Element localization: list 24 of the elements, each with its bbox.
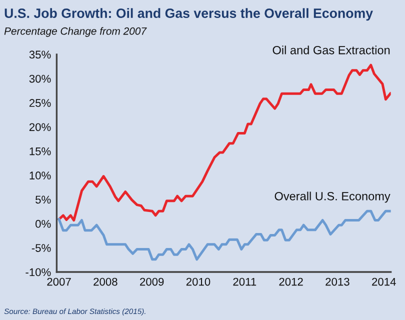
x-tick-label: 2007 [47,278,71,286]
y-tick-label: 20% [29,123,51,132]
y-tick-label: 10% [30,172,51,180]
chart-title: U.S. Job Growth: Oil and Gas versus the Overall Economy [4,8,373,21]
y-tick-label: 15% [30,147,51,156]
series-label: Overall U.S. Economy [274,192,390,203]
y-tick-label: 5% [36,196,51,204]
y-tick-label: -5% [32,244,51,252]
x-tick-label: 2008 [94,278,118,286]
line-series [58,210,391,261]
series-label: Oil and Gas Extraction [272,46,390,54]
x-tick-label: 2009 [140,278,164,286]
x-tick-label: 2010 [186,278,210,286]
x-tick-label: 2014 [372,278,396,286]
x-tick-label: 2013 [326,278,350,286]
line-series [58,64,391,222]
y-tick-label: 30% [29,74,51,83]
y-tick-label: 35% [29,50,51,59]
x-tick-label: 2011 [233,278,256,286]
y-tick-label: -10% [26,268,51,276]
x-tick-label: 2012 [279,278,303,286]
chart-subtitle: Percentage Change from 2007 [4,27,147,37]
y-tick-label: 0% [36,220,51,228]
y-tick-label: 25% [29,99,51,107]
